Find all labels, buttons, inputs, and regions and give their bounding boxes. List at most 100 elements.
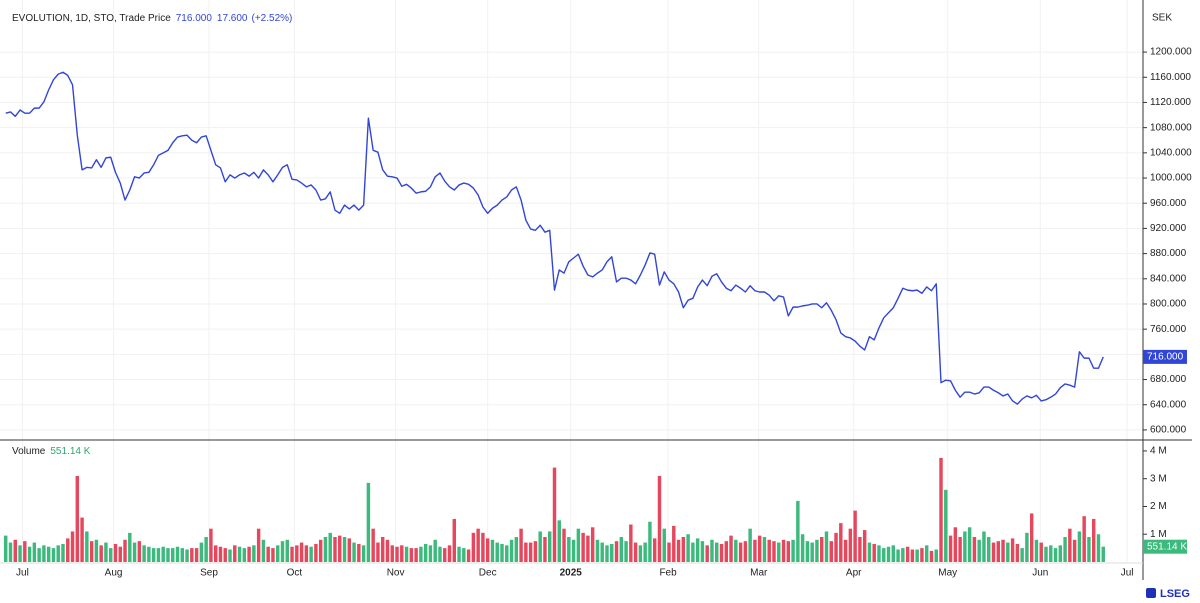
- volume-bar: [872, 543, 876, 562]
- volume-bar: [1082, 516, 1086, 562]
- volume-bar: [209, 528, 213, 562]
- volume-bar: [557, 520, 561, 562]
- volume-bar: [1034, 539, 1039, 562]
- volume-bar: [457, 546, 461, 562]
- volume-bar: [342, 537, 347, 562]
- volume-bar: [462, 548, 466, 562]
- volume-bar: [132, 542, 137, 562]
- volume-bar: [23, 541, 27, 562]
- y-tick-label: 1200.000: [1150, 47, 1192, 58]
- volume-bar: [213, 545, 218, 562]
- volume-bar: [137, 541, 142, 562]
- y-tick-label: 1080.000: [1150, 122, 1192, 133]
- volume-bar: [409, 548, 414, 562]
- volume-bar: [443, 548, 447, 562]
- y-tick-label: 1040.000: [1150, 147, 1192, 158]
- volume-bar: [652, 538, 657, 562]
- volume-bar: [366, 482, 371, 562]
- volume-bar: [1101, 546, 1105, 562]
- volume-bar: [600, 542, 604, 562]
- volume-bar: [700, 541, 705, 562]
- volume-bar: [1087, 537, 1091, 562]
- volume-bar: [672, 525, 676, 562]
- x-tick-label: Oct: [287, 568, 303, 579]
- volume-bar: [266, 546, 270, 562]
- y-tick-label: 1 M: [1150, 529, 1167, 540]
- volume-bar: [882, 548, 886, 562]
- volume-bar: [128, 532, 132, 562]
- volume-bar: [533, 541, 538, 562]
- volume-bar: [691, 542, 695, 562]
- y-tick-label: 1000.000: [1150, 173, 1192, 184]
- brand-icon: [1146, 588, 1156, 598]
- volume-bar: [800, 534, 805, 562]
- volume-bar: [104, 542, 108, 562]
- volume-bar: [361, 545, 366, 562]
- last-volume-badge: [1143, 539, 1187, 554]
- volume-bar: [395, 546, 399, 562]
- volume-bar: [18, 545, 22, 562]
- volume-bar: [199, 542, 204, 562]
- volume-bar: [905, 546, 910, 562]
- volume-bar: [772, 541, 776, 562]
- volume-bar: [734, 539, 738, 562]
- last-price-badge: [1143, 349, 1187, 364]
- volume-bar: [1058, 545, 1063, 562]
- volume-bar: [738, 542, 743, 562]
- volume-bar: [839, 523, 843, 562]
- volume-bar: [662, 528, 666, 562]
- x-tick-label: May: [938, 568, 957, 579]
- volume-bar: [252, 545, 256, 562]
- currency: SEK: [1152, 13, 1172, 24]
- volume-bar: [357, 543, 361, 562]
- volume-bar: [333, 537, 337, 562]
- volume-bar: [1020, 548, 1024, 562]
- volume-bar: [996, 541, 1000, 562]
- volume-bar: [719, 543, 724, 562]
- volume-bar: [113, 543, 118, 562]
- volume-bar: [481, 532, 485, 562]
- volume-bar: [285, 539, 289, 562]
- volume-bar: [686, 534, 690, 562]
- volume-bar: [743, 541, 748, 562]
- volume-bar: [1053, 548, 1058, 562]
- volume-bar: [934, 549, 938, 562]
- volume-bar: [834, 532, 838, 562]
- y-tick-label: 680.000: [1150, 374, 1187, 385]
- y-tick-label: 800.000: [1150, 299, 1187, 310]
- last-price-badge-label: 716.000: [1147, 352, 1184, 363]
- volume-bar: [309, 546, 313, 562]
- volume-bar: [8, 542, 13, 562]
- volume-bar: [552, 467, 557, 562]
- volume-bar: [667, 542, 671, 562]
- volume-bar: [886, 546, 891, 562]
- volume-bar: [66, 538, 70, 562]
- volume-bar: [256, 528, 261, 562]
- volume-bar: [280, 541, 285, 562]
- volume-bar: [51, 548, 56, 562]
- price-change: 17.600: [217, 13, 248, 24]
- volume-bar: [299, 542, 304, 562]
- y-tick-label: 4 M: [1150, 446, 1167, 457]
- volume-bar: [1001, 539, 1005, 562]
- volume-bar: [948, 535, 953, 562]
- volume-bar: [519, 528, 523, 562]
- volume-bar: [576, 528, 581, 562]
- volume-bar: [433, 539, 437, 562]
- volume-bar: [161, 546, 165, 562]
- volume-bar: [500, 543, 504, 562]
- volume-bar: [32, 542, 37, 562]
- x-tick-label: Jul: [16, 568, 29, 579]
- volume-bar: [376, 542, 380, 562]
- y-tick-label: 960.000: [1150, 198, 1187, 209]
- volume-bar: [590, 527, 595, 562]
- volume-bar: [710, 539, 714, 562]
- volume-bar: [1049, 545, 1053, 562]
- volume-bar: [261, 539, 266, 562]
- volume-bar: [1039, 542, 1043, 562]
- volume-bar: [581, 532, 585, 562]
- volume-bar: [953, 527, 958, 562]
- volume-bar: [681, 537, 686, 562]
- volume-bar: [724, 541, 728, 562]
- volume-bar: [147, 546, 151, 562]
